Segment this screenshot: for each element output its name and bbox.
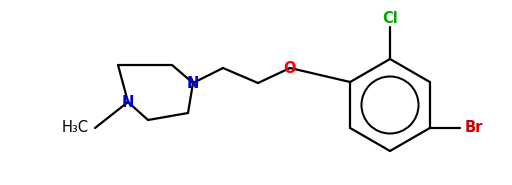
Text: H₃C: H₃C <box>62 120 89 135</box>
Text: N: N <box>187 75 199 90</box>
Text: N: N <box>122 95 134 110</box>
Text: Br: Br <box>465 120 483 135</box>
Text: O: O <box>284 60 296 75</box>
Text: Cl: Cl <box>382 11 398 26</box>
